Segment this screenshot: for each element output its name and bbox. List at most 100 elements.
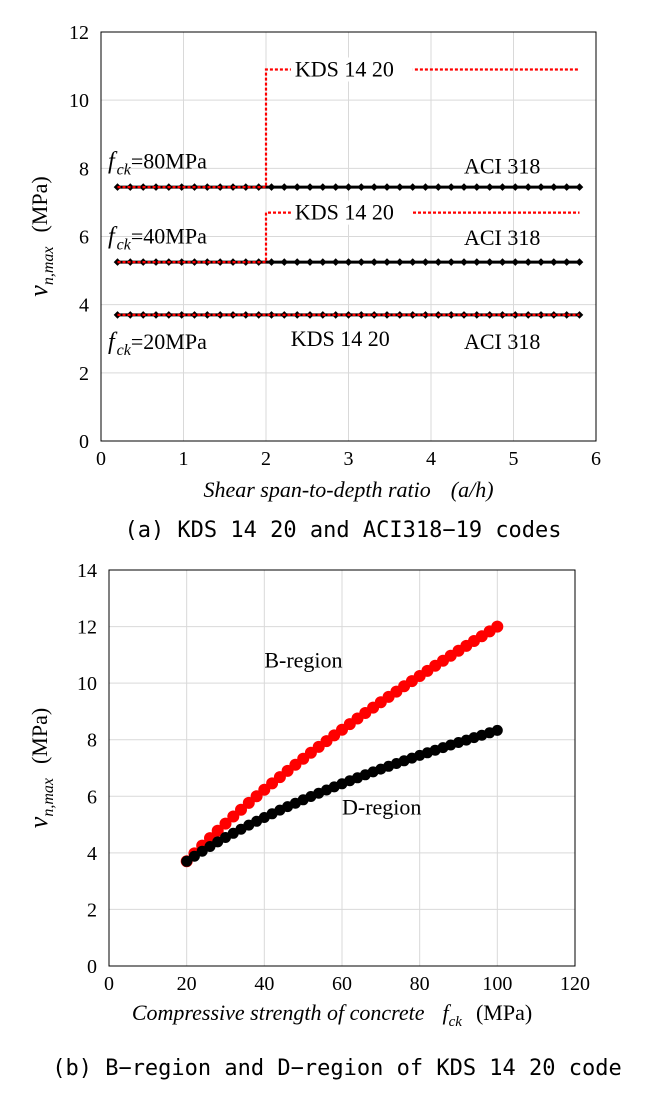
chart-a-y-symbol: v: [24, 285, 53, 297]
chart-b-series-0-point-4: [211, 824, 224, 837]
chart-a-series-line-1: [117, 68, 580, 189]
chart-b-x-title-text: Compressive strength of concrete: [132, 1000, 425, 1025]
chart-b-series-0-point-8: [242, 796, 255, 809]
chart-b-series-0-point-6: [227, 810, 240, 823]
chart-a-series-0-marker-19: [357, 183, 366, 191]
b-y-tick-2: 4: [87, 843, 97, 865]
chart-a-y-unit: (MPa): [27, 176, 52, 232]
chart-b-caption: (b) B−region and D−region of KDS 14 20 c…: [52, 1056, 622, 1081]
chart-a-series-2-marker-35: [562, 258, 571, 266]
chart-a-series-2-marker-32: [524, 258, 532, 266]
chart-a-series-0-marker-31: [511, 183, 520, 191]
chart-a-series-0-marker-27: [460, 183, 468, 191]
chart-a-series-2-marker-14: [293, 258, 301, 266]
chart-b-x-tick-labels: 0 20 40 60 80 100 120: [104, 973, 590, 995]
chart-a-series-0-marker-22: [396, 183, 404, 191]
chart-a-fck-label-1: f ck=40MPa: [108, 224, 207, 254]
chart-b-x-axis-title: Compressive strength of concrete fck (MPa): [132, 1000, 532, 1030]
chart-a-series-2-marker-18: [344, 258, 353, 266]
chart-a-series-2-marker-33: [537, 258, 545, 266]
chart-a-series-2-marker-12: [267, 258, 276, 266]
chart-a-series-0-marker-15: [306, 183, 314, 191]
chart-b-y-symbol: v: [24, 816, 53, 828]
a-x-tick-4: 4: [426, 448, 436, 470]
chart-a-fck-label-0: f ck=80MPa: [108, 149, 207, 179]
b-y-tick-0: 0: [87, 956, 97, 978]
chart-a-series-label-bg-1: [290, 57, 413, 82]
chart-a-series-2-marker-21: [383, 258, 391, 266]
b-y-tick-6: 12: [77, 617, 97, 639]
b-x-tick-3: 60: [332, 973, 352, 995]
chart-a-series-label-0: ACI 318: [464, 154, 540, 179]
chart-a-x-title-symbol: (a/h): [451, 477, 494, 502]
chart-a-fck-subscript-2: ck: [117, 342, 132, 359]
b-x-tick-2: 40: [254, 973, 274, 995]
chart-b-y-unit: (MPa): [27, 708, 52, 764]
chart-a-series-0-marker-30: [498, 183, 507, 191]
chart-a-series-0-marker-25: [434, 183, 443, 191]
chart-a-fck-symbol-2: f: [108, 329, 118, 355]
chart-a-series-2-marker-28: [473, 258, 481, 266]
a-x-tick-6: 6: [591, 448, 601, 470]
chart-a-x-axis-title: Shear span-to-depth ratio (a/h): [203, 477, 493, 502]
a-x-tick-0: 0: [96, 448, 106, 470]
chart-a-fck-label-2: f ck=20MPa: [108, 329, 207, 359]
b-x-tick-4: 80: [410, 973, 430, 995]
chart-a-series-2-marker-16: [319, 258, 327, 266]
chart-a-series-2-marker-29: [485, 258, 494, 266]
chart-b-y-tick-labels: 0 2 4 6 8 10 12 14: [77, 560, 97, 978]
chart-a-series-0-marker-18: [344, 183, 353, 191]
b-y-tick-4: 8: [87, 730, 97, 752]
a-x-tick-1: 1: [179, 448, 189, 470]
a-y-tick-3: 6: [79, 227, 89, 249]
chart-a-plot-frame: [100, 31, 597, 442]
chart-b-y-axis-title: vn,max (MPa): [24, 708, 57, 828]
chart-a-series-0-marker-13: [280, 183, 289, 191]
chart-a-series-0-marker-34: [550, 183, 558, 191]
chart-a-fck-value-0: =80MPa: [131, 149, 207, 174]
chart-a-x-tick-labels: 0 1 2 3 4 5 6: [96, 448, 601, 470]
chart-b-grid: [108, 569, 576, 967]
chart-b-series-label-0: B-region: [264, 648, 342, 673]
chart-a-series-2-marker-26: [447, 258, 455, 266]
chart-a-series-2-marker-13: [280, 258, 289, 266]
chart-a-series: ACI 318 KDS 14 20 ACI 318 KDS 14 20 ACI 318 K…: [113, 56, 584, 354]
chart-a-series-2-marker-22: [396, 258, 404, 266]
chart-a-series-0-marker-23: [408, 183, 417, 191]
chart-a-series-0-marker-17: [331, 183, 340, 191]
chart-a-series-2-marker-17: [331, 258, 340, 266]
chart-a-series-2-marker-24: [421, 258, 430, 266]
a-y-tick-6: 12: [69, 22, 89, 44]
chart-a-series-2-marker-36: [575, 258, 584, 266]
chart-a-series-0-marker-33: [537, 183, 545, 191]
chart-a-y-tick-labels: 0 2 4 6 8 10 12: [69, 22, 89, 453]
a-x-tick-5: 5: [509, 448, 519, 470]
chart-a-series-2-marker-20: [370, 258, 378, 266]
b-x-tick-5: 100: [482, 973, 512, 995]
chart-a-fck-value-2: =20MPa: [131, 329, 207, 354]
chart-a-y-axis-title: vn,max (MPa): [24, 176, 57, 296]
chart-a-series-0-marker-32: [524, 183, 532, 191]
chart-b-x-title-subscript: ck: [449, 1014, 463, 1030]
chart-b-annotations: B-region D-region: [264, 648, 421, 820]
chart-a-caption: (a) KDS 14 20 and ACI318−19 codes: [124, 518, 561, 543]
chart-a-series-2-marker-23: [408, 258, 417, 266]
chart-a-series-2-marker-15: [306, 258, 314, 266]
b-x-tick-1: 20: [177, 973, 197, 995]
chart-b-plot-frame: [108, 569, 576, 967]
chart-b-series-1-point-40: [491, 724, 503, 736]
a-x-tick-3: 3: [344, 448, 354, 470]
chart-b-b-d-region: 0 20 40 60 80 100 120 0 2 4 6 8 10 12 14 B-region D-re…: [24, 560, 622, 1081]
a-y-tick-0: 0: [79, 431, 89, 453]
chart-a-y-subscript: n,max: [40, 247, 57, 286]
chart-a-series-label-4: ACI 318: [464, 329, 540, 354]
a-x-tick-2: 2: [261, 448, 271, 470]
chart-a-series-2-marker-19: [357, 258, 366, 266]
chart-a-fck-subscript-0: ck: [117, 162, 132, 179]
chart-a-series-label-5: KDS 14 20: [291, 326, 390, 351]
b-y-tick-7: 14: [77, 560, 97, 582]
chart-a-series-2-marker-31: [511, 258, 520, 266]
